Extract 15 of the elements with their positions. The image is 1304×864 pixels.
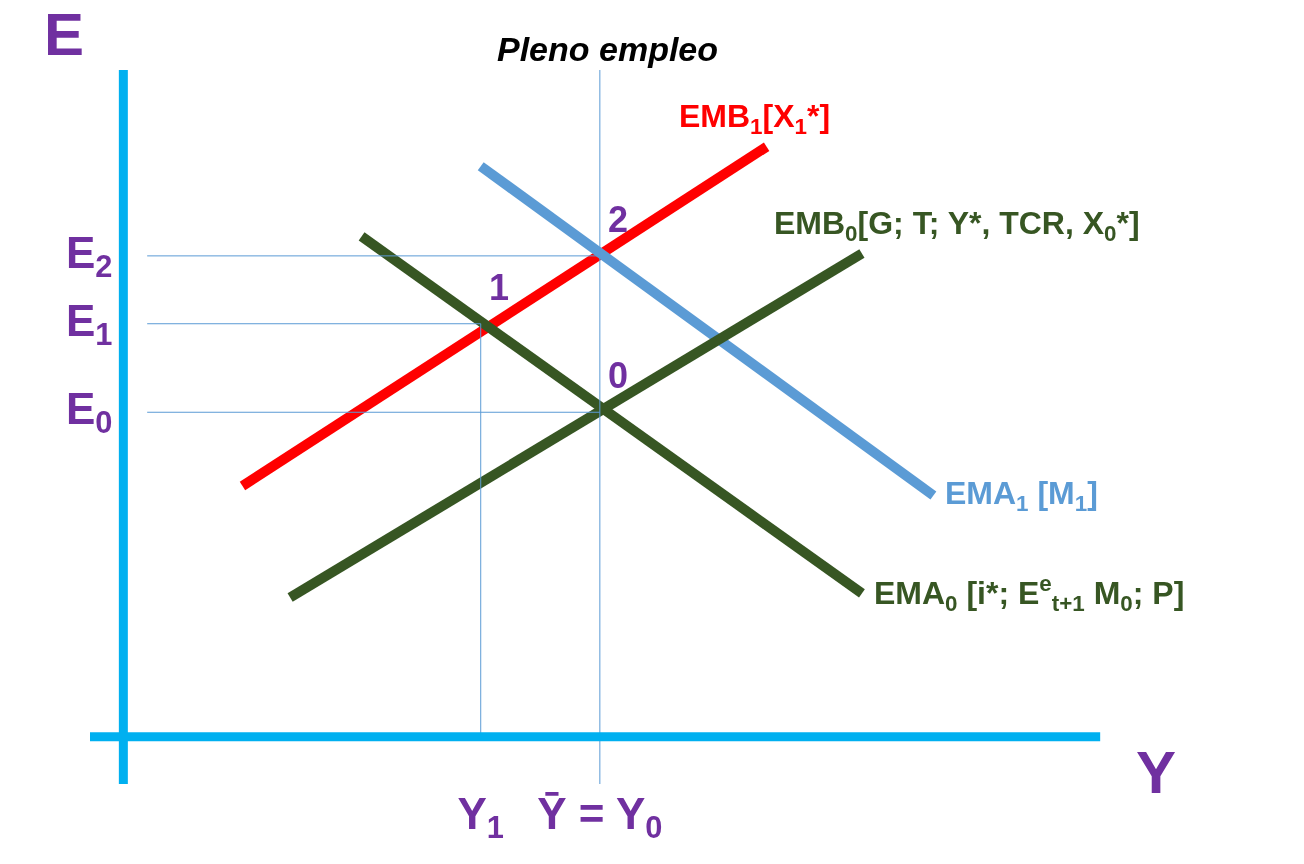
series-label: EMB$_{0}$[G; T; Y*, TCR, X$_{0}$*]	[774, 205, 1140, 246]
series-label: E$_{0}$	[66, 384, 113, 441]
series-label: EMA$_{0}$ [i*; E$^{e}$$_{t+1}$ M$_{0}$; P]	[874, 571, 1185, 617]
y-axis-title: E	[44, 1, 85, 68]
series-label: EMB$_{1}$[X$_{1}$*]	[679, 98, 831, 139]
annotation: 1	[489, 267, 510, 308]
x-tick-label: Y$_{1}$	[457, 789, 504, 846]
x-axis-title: Y	[1136, 739, 1177, 806]
x-tick-label: Ȳ = Y$_{0}$	[537, 789, 663, 846]
annotation: 0	[608, 355, 629, 396]
series-label: E$_{2}$	[66, 228, 113, 285]
series-label: EMA$_{1}$ [M$_{1}$]	[945, 475, 1098, 516]
chart-title: Pleno empleo	[497, 30, 719, 68]
annotation: 2	[608, 199, 629, 240]
series-label: E$_{1}$	[66, 296, 113, 353]
